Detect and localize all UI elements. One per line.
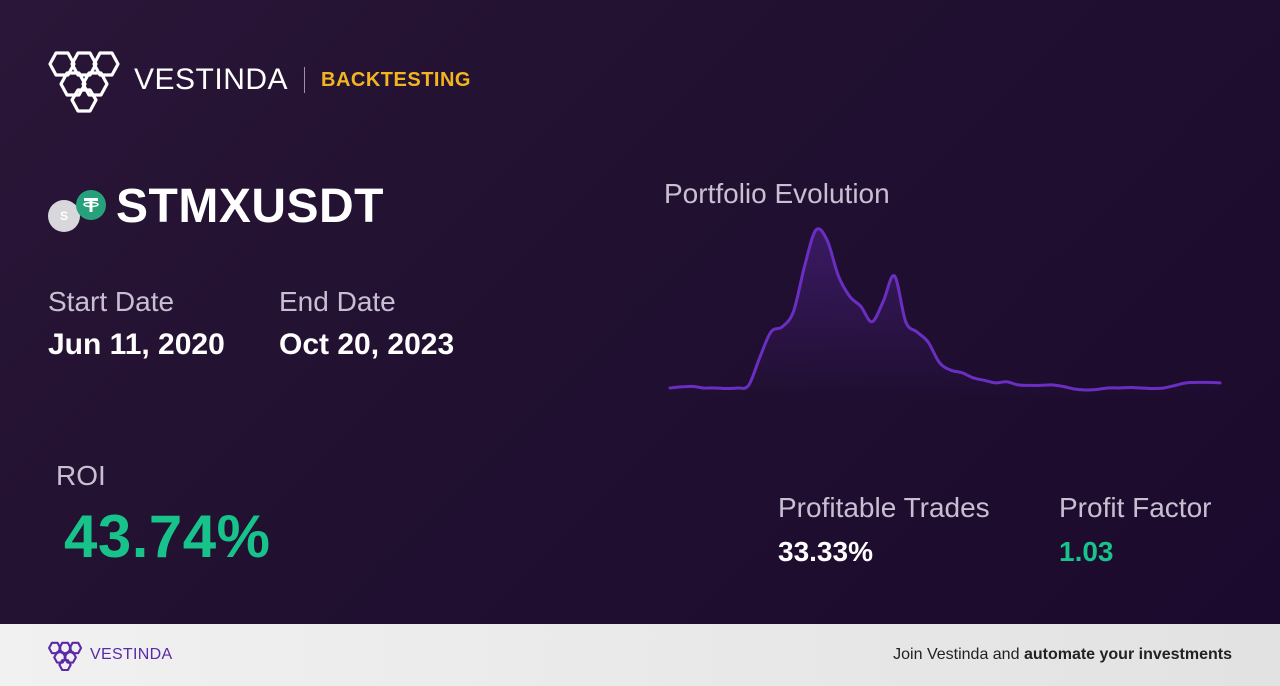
vestinda-logo-icon (48, 51, 120, 113)
profitable-trades-label: Profitable Trades (778, 492, 990, 523)
backtest-card: VESTINDA BACKTESTING S STMXUSDT Start Da… (0, 0, 1280, 624)
profit-factor: Profit Factor 1.03 (1059, 492, 1211, 568)
footer-brand-name: VESTINDA (90, 646, 173, 663)
end-date: End Date Oct 20, 2023 (279, 286, 454, 362)
stmx-coin-icon: S (48, 200, 80, 232)
profit-factor-label: Profit Factor (1059, 492, 1212, 523)
portfolio-chart (668, 227, 1222, 400)
footer: VESTINDA Join Vestinda and automate your… (0, 624, 1280, 686)
footer-cta-bold: automate your investments (1023, 646, 1232, 663)
vestinda-logo-icon (48, 641, 83, 671)
brand-header: VESTINDA BACKTESTING (48, 46, 471, 114)
footer-cta[interactable]: Join Vestinda and automate your investme… (893, 646, 1232, 664)
footer-logo[interactable]: VESTINDA (48, 640, 172, 671)
footer-cta-text: Join Vestinda and (893, 646, 1020, 663)
end-date-value: Oct 20, 2023 (279, 328, 455, 361)
start-date: Start Date Jun 11, 2020 (48, 286, 225, 362)
brand-name: VESTINDA (134, 63, 289, 96)
profit-factor-value: 1.03 (1059, 536, 1114, 567)
profitable-trades-value: 33.33% (778, 536, 873, 567)
end-date-label: End Date (279, 286, 396, 317)
chart-title: Portfolio Evolution (664, 178, 890, 209)
brand-divider (304, 67, 306, 93)
pair-icons: S (48, 176, 110, 236)
trading-pair: S STMXUSDT (48, 176, 384, 236)
chart-area (670, 228, 1220, 400)
roi-label: ROI (56, 460, 106, 491)
roi-value: 43.74% (64, 503, 271, 570)
start-date-value: Jun 11, 2020 (48, 328, 225, 361)
chart-series-line (668, 227, 1222, 392)
brand-tag: BACKTESTING (321, 68, 471, 91)
profitable-trades: Profitable Trades 33.33% (778, 492, 990, 568)
start-date-label: Start Date (48, 286, 175, 317)
pair-name: STMXUSDT (116, 179, 384, 233)
tether-coin-icon (76, 190, 106, 220)
